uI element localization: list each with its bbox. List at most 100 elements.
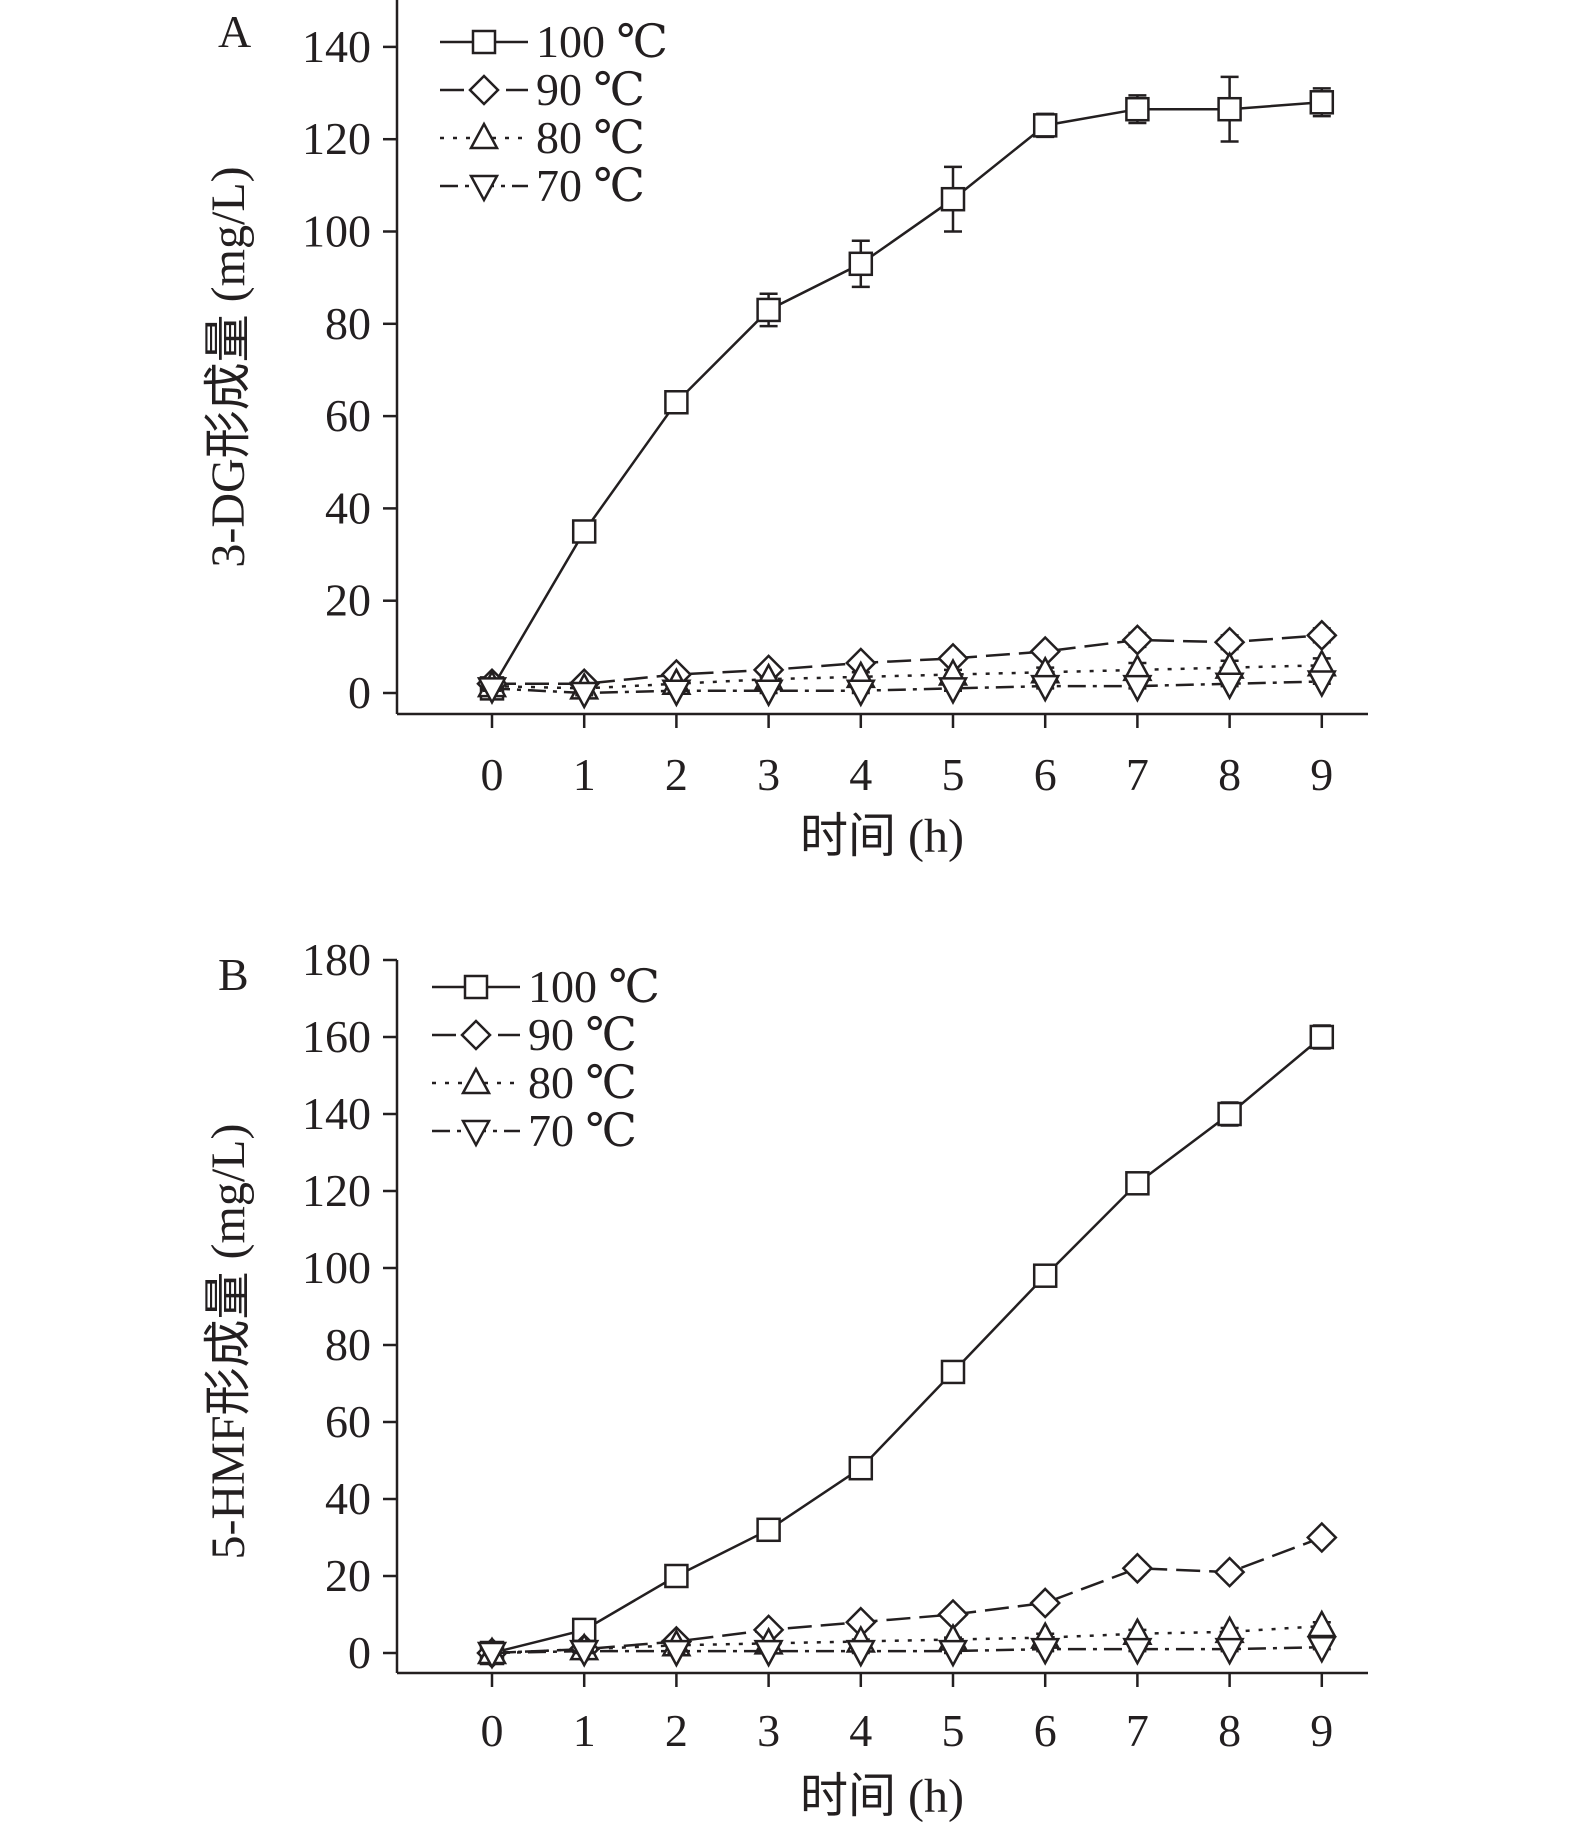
x-tick-label: 2 [665,1705,688,1756]
legend-entry: 70 ℃ [432,1105,637,1156]
data-point [1309,1024,1335,1050]
legend-entry: 100 ℃ [432,961,660,1012]
y-tick-label: 40 [325,1473,371,1524]
x-tick-label: 5 [942,749,965,800]
x-tick-label: 9 [1310,1705,1333,1756]
y-tick-label: 40 [325,482,371,533]
series-line [491,1036,1323,1655]
legend-marker [463,974,489,1000]
data-point [1032,113,1058,138]
y-tick-label: 20 [325,575,371,626]
data-point [1306,670,1337,699]
series-line [491,1536,1323,1655]
y-tick-label: 180 [302,934,371,985]
series-diamond [476,1521,1338,1669]
data-point [1213,1556,1246,1588]
data-point [848,1455,874,1481]
data-point [664,1563,689,1589]
x-tick-label: 4 [849,749,872,800]
data-point [937,1639,969,1668]
x-tick-label: 9 [1310,749,1333,800]
y-tick-label: 20 [325,1550,371,1601]
data-point [1029,1587,1061,1619]
legend-entry: 80 ℃ [432,1057,637,1108]
chart-panel-b: 0 20 40 60 80 100 120 140 160 180 0 1 2 3 4 5 6 7 8 9 时间 (h)… [202,934,1368,1823]
data-point [664,390,689,415]
y-axis-title: 3-DG形成量 (mg/L) [202,166,255,567]
series-line [491,664,1322,690]
legend-label: 70 ℃ [528,1105,637,1156]
x-tick-label: 2 [665,749,688,800]
legend-entry: 90 ℃ [432,1009,637,1060]
data-point [1306,1635,1337,1664]
y-tick-label: 140 [302,1088,371,1139]
x-tick-label: 0 [481,749,504,800]
y-tick-label: 0 [348,1627,371,1678]
series-line [490,101,1322,690]
y-axis-title: 5-HMF形成量 (mg/L) [202,1124,255,1560]
legend-marker [471,29,497,55]
data-point [661,1639,692,1668]
legend-label: 100 ℃ [528,961,660,1012]
data-point [848,251,874,277]
y-tick-label: 80 [325,298,371,349]
series-triangle-down [476,670,1337,710]
legend-label: 70 ℃ [536,160,645,211]
y-tick-label: 100 [302,1242,371,1293]
data-point [1030,1637,1061,1666]
legend-label: 100 ℃ [536,16,668,67]
series-line [491,1624,1322,1655]
x-tick-label: 3 [757,749,780,800]
y-tick-label: 60 [325,1396,371,1447]
data-point [1122,1637,1153,1666]
legend-marker [468,121,500,150]
y-tick-label: 60 [325,390,371,441]
x-tick-label: 8 [1218,749,1241,800]
x-tick-label: 5 [942,1705,965,1756]
data-point [571,519,597,544]
chart-panel-a: 0 20 40 60 80 100 120 140 0 1 2 3 4 5 6 7 8 9 时间 (h) 3-DG形成… [202,0,1368,863]
data-point [1214,1637,1245,1666]
data-point [756,297,781,323]
data-point [753,679,784,708]
data-point [940,1359,966,1385]
legend-label: 90 ℃ [528,1009,637,1060]
data-point [476,677,508,706]
x-tick-label: 7 [1126,749,1149,800]
data-point [1217,1101,1242,1127]
data-point [569,681,600,710]
legend-marker [460,1119,492,1148]
legend-marker [468,74,500,106]
panel-label: B [218,949,249,1000]
data-point [1121,1552,1154,1585]
data-point [1030,674,1061,703]
series-diamond [476,619,1338,700]
data-point [845,1639,876,1668]
legend-entry: 100 ℃ [440,16,668,67]
data-point [1125,1171,1150,1196]
data-point [1306,619,1338,652]
legend-label: 80 ℃ [528,1057,637,1108]
x-tick-label: 6 [1034,749,1057,800]
data-point [1306,1521,1338,1554]
y-tick-label: 160 [302,1011,371,1062]
data-point [1306,1609,1337,1638]
data-point [1214,672,1245,701]
legend-label: 90 ℃ [536,64,645,115]
x-axis-title: 时间 (h) [800,810,964,863]
legend-label: 80 ℃ [536,112,645,163]
legend-entry: 90 ℃ [440,64,645,115]
x-tick-label: 7 [1126,1705,1149,1756]
x-tick-label: 4 [849,1705,872,1756]
series-triangle-down [476,1635,1337,1670]
y-tick-label: 80 [325,1319,371,1370]
panel-label: A [218,6,251,57]
data-point [756,1517,781,1543]
data-point [753,1639,784,1668]
y-tick-label: 100 [302,206,371,257]
data-point [940,186,966,212]
series-line [491,1645,1322,1655]
y-tick-label: 0 [348,667,371,718]
legend-marker [460,1019,492,1051]
